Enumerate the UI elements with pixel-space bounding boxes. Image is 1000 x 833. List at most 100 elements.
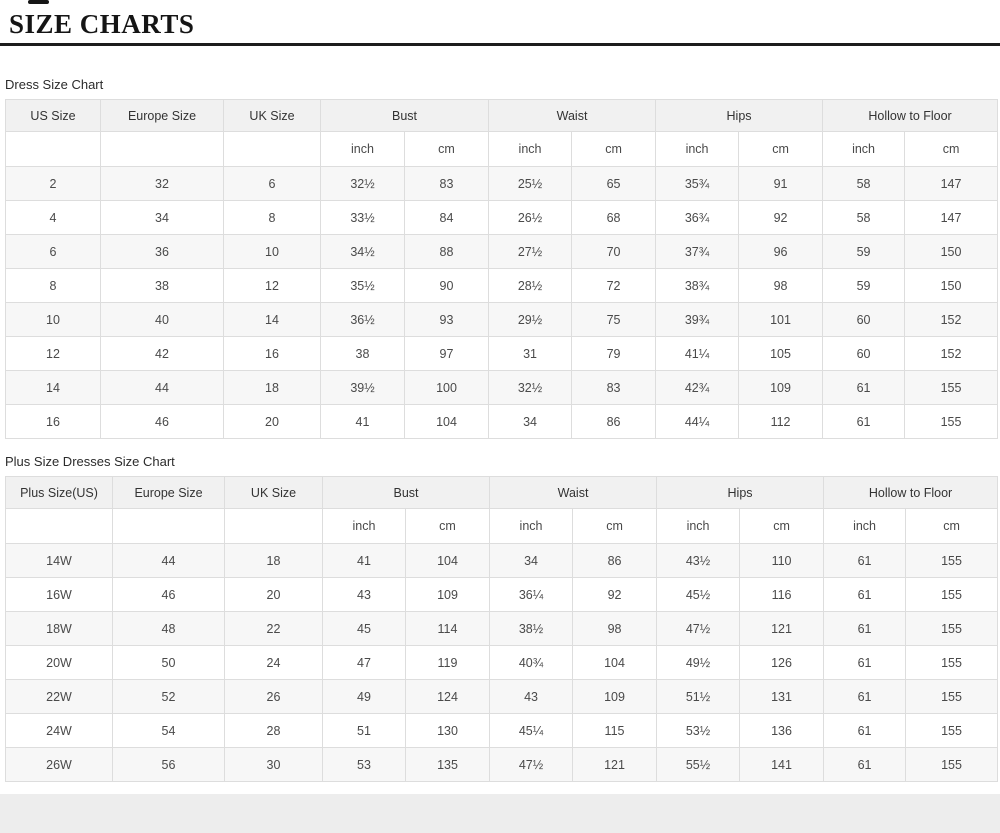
table-cell: 27½ xyxy=(488,234,573,269)
table-row: 18W 48 22 45 114 38½ 98 47½ 121 61 155 xyxy=(5,611,999,646)
table-cell: 112 xyxy=(738,404,824,439)
unit-header: inch xyxy=(488,131,573,167)
plus-size-table: Plus Size(US) Europe Size UK Size Bust Waist… xyxy=(5,476,999,782)
table-cell: 126 xyxy=(739,645,825,680)
table-cell: 141 xyxy=(739,747,825,782)
table-cell: 45¼ xyxy=(489,713,574,748)
table-cell: 6 xyxy=(223,166,321,201)
table-cell: 39¾ xyxy=(655,302,740,337)
title-divider xyxy=(0,43,1000,46)
table-cell: 98 xyxy=(572,611,658,646)
table-row: 12 42 16 38 97 31 79 41¼ 105 60 152 xyxy=(5,336,999,371)
table-cell: 152 xyxy=(904,336,999,371)
table-cell: 61 xyxy=(823,611,907,646)
unit-header: inch xyxy=(320,131,405,167)
table-cell: 61 xyxy=(822,404,906,439)
table-cell: 37¾ xyxy=(655,234,740,269)
table-cell: 155 xyxy=(904,404,999,439)
table-cell: 65 xyxy=(571,166,657,201)
table-cell: 40¾ xyxy=(489,645,574,680)
table-cell: 8 xyxy=(5,268,101,303)
table-cell: 121 xyxy=(572,747,658,782)
table-cell: 42¾ xyxy=(655,370,740,405)
unit-header xyxy=(100,131,224,167)
table-cell: 22 xyxy=(224,611,323,646)
table-row: 10 40 14 36½ 93 29½ 75 39¾ 101 60 152 xyxy=(5,302,999,337)
table-cell: 31 xyxy=(488,336,573,371)
column-group-header: UK Size xyxy=(223,99,321,132)
table-cell: 97 xyxy=(403,336,490,371)
table-cell: 155 xyxy=(905,645,999,680)
table-cell: 119 xyxy=(404,645,491,680)
table-cell: 121 xyxy=(739,611,825,646)
table-cell: 10 xyxy=(5,302,101,337)
table-cell: 18W xyxy=(5,611,113,646)
unit-header: cm xyxy=(739,508,825,544)
table-cell: 32½ xyxy=(320,166,405,201)
table-row: 16W 46 20 43 109 36¼ 92 45½ 116 61 155 xyxy=(5,577,999,612)
table-cell: 26½ xyxy=(488,200,573,235)
table-cell: 10 xyxy=(223,234,321,269)
table-cell: 32 xyxy=(100,166,224,201)
table-cell: 56 xyxy=(112,747,225,782)
table-cell: 33½ xyxy=(320,200,405,235)
table-cell: 43 xyxy=(322,577,406,612)
unit-header: inch xyxy=(823,508,907,544)
column-group-header: UK Size xyxy=(224,476,323,509)
column-group-header: US Size xyxy=(5,99,101,132)
table-cell: 59 xyxy=(822,234,906,269)
table-cell: 93 xyxy=(403,302,490,337)
table-cell: 105 xyxy=(738,336,824,371)
table-cell: 22W xyxy=(5,679,113,714)
table-cell: 61 xyxy=(823,645,907,680)
unit-header: inch xyxy=(322,508,406,544)
unit-header-row: inch cm inch cm inch cm inch cm xyxy=(5,131,999,167)
table-cell: 40 xyxy=(100,302,224,337)
table-cell: 2 xyxy=(5,166,101,201)
table-cell: 136 xyxy=(739,713,825,748)
table-row: 14 44 18 39½ 100 32½ 83 42¾ 109 61 155 xyxy=(5,370,999,405)
column-group-header: Waist xyxy=(489,476,658,509)
column-group-header: Hollow to Floor xyxy=(822,99,999,132)
table-cell: 104 xyxy=(572,645,658,680)
table-cell: 38 xyxy=(100,268,224,303)
table-cell: 34 xyxy=(489,543,574,578)
table-cell: 39½ xyxy=(320,370,405,405)
table-cell: 155 xyxy=(905,747,999,782)
table-row: 4 34 8 33½ 84 26½ 68 36¾ 92 58 147 xyxy=(5,200,999,235)
table-cell: 92 xyxy=(572,577,658,612)
table-cell: 155 xyxy=(905,679,999,714)
unit-header: cm xyxy=(905,508,999,544)
plus-size-chart-label: Plus Size Dresses Size Chart xyxy=(5,454,175,469)
table-cell: 91 xyxy=(738,166,824,201)
table-cell: 61 xyxy=(823,713,907,748)
table-cell: 41¼ xyxy=(655,336,740,371)
table-cell: 152 xyxy=(904,302,999,337)
table-cell: 90 xyxy=(403,268,490,303)
table-cell: 147 xyxy=(904,200,999,235)
table-cell: 14W xyxy=(5,543,113,578)
table-cell: 45½ xyxy=(656,577,741,612)
table-cell: 36¾ xyxy=(655,200,740,235)
table-row: 2 32 6 32½ 83 25½ 65 35¾ 91 58 147 xyxy=(5,166,999,201)
table-cell: 124 xyxy=(404,679,491,714)
table-cell: 150 xyxy=(904,234,999,269)
table-row: 20W 50 24 47 119 40¾ 104 49½ 126 61 155 xyxy=(5,645,999,680)
table-cell: 29½ xyxy=(488,302,573,337)
table-cell: 110 xyxy=(739,543,825,578)
table-cell: 147 xyxy=(904,166,999,201)
footer-background xyxy=(0,794,1000,833)
table-cell: 36¼ xyxy=(489,577,574,612)
table-cell: 86 xyxy=(572,543,658,578)
table-cell: 96 xyxy=(738,234,824,269)
plus-table-header: Plus Size(US) Europe Size UK Size Bust Waist… xyxy=(5,476,999,544)
table-cell: 155 xyxy=(904,370,999,405)
table-cell: 61 xyxy=(823,543,907,578)
table-cell: 84 xyxy=(403,200,490,235)
table-cell: 54 xyxy=(112,713,225,748)
table-cell: 51½ xyxy=(656,679,741,714)
table-cell: 83 xyxy=(403,166,490,201)
table-cell: 58 xyxy=(822,200,906,235)
table-cell: 114 xyxy=(404,611,491,646)
